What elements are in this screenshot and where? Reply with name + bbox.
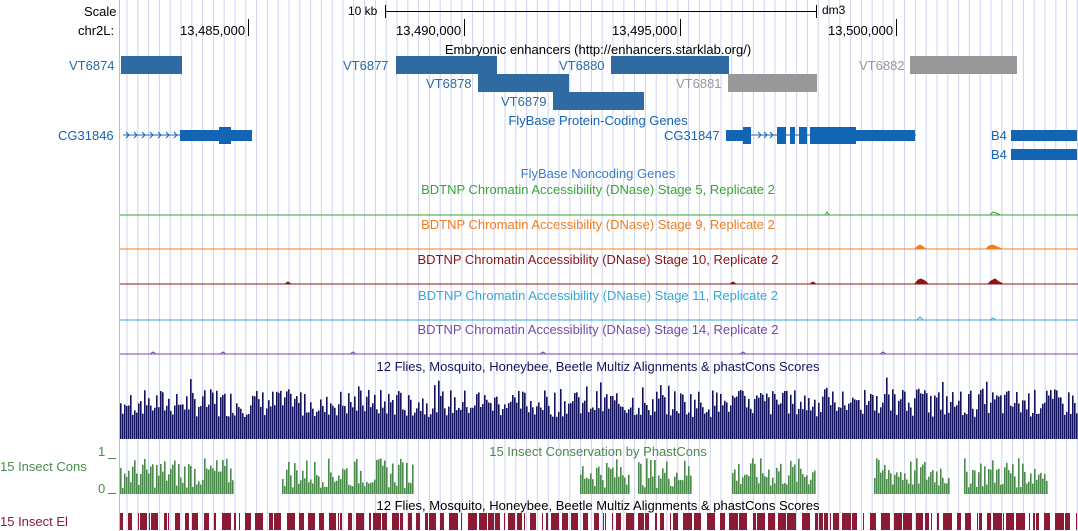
enhancers-track-title[interactable]: Embryonic enhancers (http://enhancers.st… — [444, 42, 752, 57]
position-tick-label: 13,495,000 — [612, 23, 678, 38]
dnase-stage5-signal[interactable] — [120, 200, 1078, 218]
enhancer-feature[interactable] — [553, 92, 644, 110]
axis-tick — [108, 458, 116, 459]
dnase-stage5-title[interactable]: BDTNP Chromatin Accessibility (DNase) St… — [421, 182, 775, 197]
dnase-stage10-signal[interactable] — [120, 269, 1078, 287]
axis-tick — [108, 493, 116, 494]
enhancer-label[interactable]: VT6879 — [501, 94, 547, 109]
enhancer-label[interactable]: VT6880 — [559, 58, 605, 73]
gene-model-b4[interactable] — [1011, 130, 1077, 141]
dnase-stage11-title[interactable]: BDTNP Chromatin Accessibility (DNase) St… — [417, 288, 779, 303]
scale-bar-left-tick — [385, 5, 386, 18]
position-tick — [248, 19, 249, 36]
insect-el-side-label[interactable]: 15 Insect El — [0, 514, 68, 529]
position-tick — [896, 19, 897, 36]
position-tick — [680, 19, 681, 36]
position-tick-label: 13,490,000 — [396, 23, 462, 38]
enhancer-label[interactable]: VT6881 — [676, 76, 722, 91]
insect-cons-side-label[interactable]: 15 Insect Cons — [0, 459, 87, 474]
position-tick — [464, 19, 465, 36]
multiz-conservation-plot[interactable] — [120, 375, 1078, 440]
dnase-stage9-title[interactable]: BDTNP Chromatin Accessibility (DNase) St… — [421, 217, 775, 232]
dnase-stage11-signal[interactable] — [120, 305, 1078, 323]
multiz-track-title[interactable]: 12 Flies, Mosquito, Honeybee, Beetle Mul… — [376, 359, 820, 374]
gene-model-cg31846[interactable] — [120, 126, 260, 146]
enhancer-feature[interactable] — [611, 56, 729, 74]
insect-cons-axis-max: 1 — [98, 444, 106, 459]
enhancer-label[interactable]: VT6878 — [426, 76, 472, 91]
insect-el-track-title[interactable]: 12 Flies, Mosquito, Honeybee, Beetle Mul… — [376, 498, 820, 513]
assembly-label: dm3 — [822, 3, 846, 17]
protein-genes-track-title[interactable]: FlyBase Protein-Coding Genes — [508, 113, 688, 128]
chrom-label: chr2L: — [78, 23, 115, 38]
gene-model-b4[interactable] — [1011, 149, 1077, 160]
dnase-stage14-signal[interactable] — [120, 340, 1078, 358]
insect-cons-plot[interactable] — [120, 458, 1078, 495]
scale-bar-right-tick — [816, 5, 817, 18]
enhancer-feature[interactable] — [728, 74, 817, 92]
insect-cons-axis-min: 0 — [98, 481, 106, 496]
enhancer-label[interactable]: VT6874 — [69, 58, 115, 73]
position-tick-label: 13,485,000 — [180, 23, 246, 38]
position-tick-label: 13,500,000 — [828, 23, 894, 38]
gene-label[interactable]: CG31847 — [664, 128, 720, 143]
gene-model-cg31847[interactable] — [726, 126, 918, 146]
enhancer-feature[interactable] — [121, 56, 182, 74]
dnase-stage10-title[interactable]: BDTNP Chromatin Accessibility (DNase) St… — [417, 252, 779, 267]
gene-label[interactable]: CG31846 — [58, 128, 114, 143]
enhancer-feature[interactable] — [396, 56, 497, 74]
dnase-stage14-title[interactable]: BDTNP Chromatin Accessibility (DNase) St… — [417, 322, 779, 337]
scale-bar — [385, 11, 817, 12]
enhancer-label[interactable]: VT6877 — [343, 58, 389, 73]
noncoding-track-title[interactable]: FlyBase Noncoding Genes — [520, 166, 676, 181]
enhancer-feature[interactable] — [478, 74, 569, 92]
scale-bar-text: 10 kb — [348, 4, 378, 18]
insect-cons-track-title[interactable]: 15 Insect Conservation by PhastCons — [489, 444, 707, 459]
scale-label: Scale — [84, 4, 117, 19]
insect-el-elements[interactable] — [120, 513, 1078, 530]
dnase-stage9-signal[interactable] — [120, 234, 1078, 252]
enhancer-label[interactable]: VT6882 — [859, 58, 905, 73]
enhancer-feature[interactable] — [910, 56, 1017, 74]
gene-label[interactable]: B4 — [991, 147, 1007, 162]
gene-label[interactable]: B4 — [991, 128, 1007, 143]
